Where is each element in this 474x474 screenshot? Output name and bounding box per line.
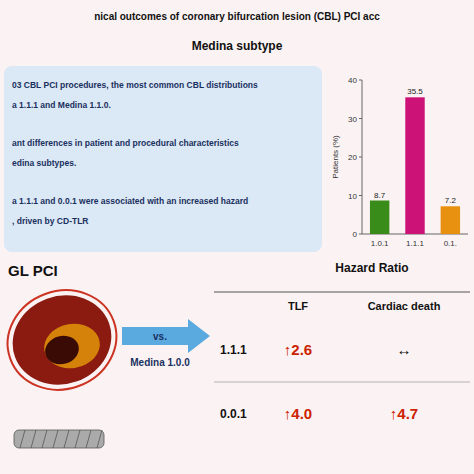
bar — [441, 206, 460, 234]
bullet-line: edina subtypes. — [12, 158, 76, 168]
data-label: 7.2 — [445, 196, 457, 205]
bullet-box — [4, 66, 322, 252]
section-label: GL PCI — [8, 262, 58, 279]
x-tick-label: 1.1.1 — [406, 239, 424, 248]
data-label: 8.7 — [374, 191, 386, 200]
bullet-line: a 1.1.1 and 0.0.1 were associated with a… — [12, 196, 248, 206]
lumen — [42, 332, 82, 368]
arrow — [122, 319, 210, 353]
arrow-text: Medina 1.0.0 — [130, 357, 190, 368]
title: nical outcomes of coronary bifurcation l… — [94, 11, 380, 22]
plaque — [41, 319, 104, 372]
bullet-line: a 1.1.1 and Medina 1.1.0. — [12, 100, 111, 110]
table-row-label: 0.0.1 — [220, 407, 247, 421]
x-tick-label: 1.0.1 — [371, 239, 389, 248]
bullet-line: 03 CBL PCI procedures, the most common C… — [12, 80, 258, 90]
bar — [370, 201, 389, 234]
stent-strut — [53, 430, 58, 448]
y-tick-label: 30 — [348, 115, 357, 124]
stent-strut — [86, 430, 91, 448]
background — [0, 0, 474, 474]
stent — [14, 430, 104, 448]
table-column-header: TLF — [288, 300, 308, 312]
table-rule — [214, 291, 470, 292]
stent-strut — [75, 430, 80, 448]
table-cell: ↑4.7 — [390, 405, 418, 422]
y-axis — [362, 80, 363, 234]
y-tick-label: 0 — [353, 230, 358, 239]
table-divider — [214, 382, 470, 383]
x-tick-label: 0.1. — [444, 239, 457, 248]
stent-strut — [20, 430, 25, 448]
axes: 0 10 20 30 40 Patients (%) 1.0.1 1.1.1 0.1. — [331, 76, 468, 248]
data-labels: 8.7 35.5 7.2 — [374, 87, 456, 205]
table-cell: ↑4.0 — [284, 405, 312, 422]
stent-body — [14, 430, 104, 448]
data-label: 35.5 — [407, 87, 423, 96]
artery-illustration — [0, 275, 130, 405]
y-tick-label: 40 — [348, 76, 357, 85]
table-cell: ↑2.6 — [284, 341, 312, 358]
bullet-line: ant differences in patient and procedura… — [12, 138, 239, 148]
subtitle: Medina subtype — [192, 39, 283, 53]
stent-strut — [64, 430, 69, 448]
stent-strut — [31, 430, 36, 448]
stent-strut — [42, 430, 47, 448]
table-row-label: 1.1.1 — [220, 343, 247, 357]
y-tick-label: 20 — [348, 153, 357, 162]
bullet-line: , driven by CD-TLR — [12, 216, 89, 226]
artery-border — [0, 275, 130, 405]
y-tick-label: 10 — [348, 192, 357, 201]
table-column-header: Cardiac death — [368, 300, 441, 312]
bars — [370, 97, 460, 234]
artery-wall — [0, 282, 124, 399]
bar — [405, 97, 424, 234]
chart: nical outcomes of coronary bifurcation l… — [0, 0, 474, 474]
arrow-text: vs. — [153, 331, 167, 342]
table-header: Hazard Ratio — [335, 261, 408, 275]
y-axis-label: Patients (%) — [331, 135, 340, 179]
table-cell: ↔ — [397, 341, 412, 358]
stent-strut — [97, 430, 102, 448]
